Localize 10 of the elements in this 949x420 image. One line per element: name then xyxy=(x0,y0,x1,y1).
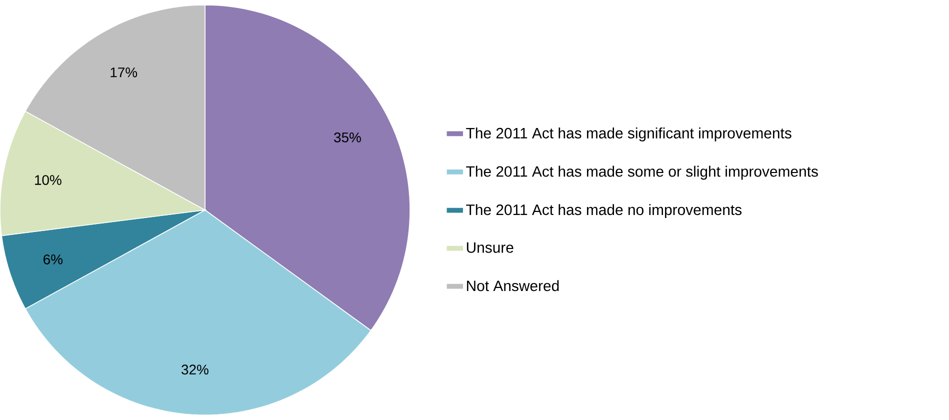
legend-label: The 2011 Act has made significant improvements xyxy=(466,127,792,142)
legend-label: Unsure xyxy=(466,242,514,253)
data-label: 6% xyxy=(44,254,63,264)
data-label: 10% xyxy=(35,175,62,185)
legend-label: The 2011 Act has made some or slight improvements xyxy=(466,166,818,180)
legend-label: Not Answered xyxy=(467,280,559,292)
data-label: 32% xyxy=(182,364,208,375)
data-label: 35% xyxy=(334,132,361,142)
data-label: 17% xyxy=(110,67,138,78)
legend-label: The 2011 Act has made no improvements xyxy=(466,204,742,218)
